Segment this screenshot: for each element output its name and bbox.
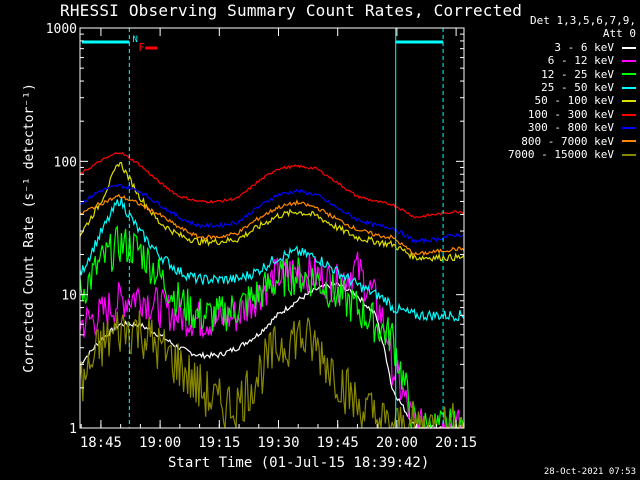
x-tick-label: 18:45 bbox=[80, 435, 122, 451]
plot-frame bbox=[79, 27, 465, 429]
legend-swatch bbox=[622, 140, 636, 143]
legend-swatch bbox=[622, 126, 636, 129]
legend-entry: 800 - 7000 keV bbox=[476, 135, 636, 148]
legend-swatch bbox=[622, 86, 636, 89]
legend-entry: 100 - 300 keV bbox=[476, 108, 636, 121]
series-line-2 bbox=[79, 225, 465, 429]
series-line-4 bbox=[79, 161, 465, 262]
y-tick-label: 100 bbox=[54, 155, 77, 170]
legend-label: 300 - 800 keV bbox=[527, 121, 614, 135]
x-tick-label: 19:15 bbox=[198, 435, 240, 451]
chart-title: RHESSI Observing Summary Count Rates, Co… bbox=[60, 1, 523, 20]
series-line-8 bbox=[79, 310, 464, 429]
series-line-5 bbox=[79, 152, 465, 219]
legend-entry: 6 - 12 keV bbox=[476, 54, 636, 67]
series-line-3 bbox=[79, 197, 465, 322]
legend-label: 7000 - 15000 keV bbox=[508, 148, 614, 162]
legend-swatch bbox=[622, 153, 636, 156]
legend-header-line2: Att 0 bbox=[602, 27, 636, 41]
y-tick-label: 1 bbox=[69, 422, 77, 437]
legend-label: 25 - 50 keV bbox=[541, 81, 614, 95]
legend-label: 800 - 7000 keV bbox=[521, 134, 614, 148]
y-tick-label: 10 bbox=[61, 289, 77, 304]
legend-entry: 50 - 100 keV bbox=[476, 94, 636, 107]
legend-label: 100 - 300 keV bbox=[527, 107, 614, 121]
x-axis-label: Start Time (01-Jul-15 18:39:42) bbox=[168, 455, 430, 471]
legend: Det 1,3,5,6,7,9, Att 0 3 - 6 keV 6 - 12 k… bbox=[476, 14, 636, 161]
n-flag-label: N bbox=[132, 35, 137, 45]
series-line-7 bbox=[79, 193, 465, 257]
timestamp: 28-Oct-2021 07:53 bbox=[543, 467, 636, 477]
legend-entry: 3 - 6 keV bbox=[476, 41, 636, 54]
legend-entry: 300 - 800 keV bbox=[476, 121, 636, 134]
x-tick-label: 19:45 bbox=[317, 435, 359, 451]
legend-swatch bbox=[622, 46, 636, 49]
legend-entry: 12 - 25 keV bbox=[476, 68, 636, 81]
legend-swatch bbox=[622, 59, 636, 62]
legend-label: 3 - 6 keV bbox=[554, 40, 614, 54]
legend-entry: 7000 - 15000 keV bbox=[476, 148, 636, 161]
x-tick-label: 20:00 bbox=[376, 435, 418, 451]
y-tick-label: 1000 bbox=[46, 22, 77, 37]
legend-header-line1: Det 1,3,5,6,7,9, bbox=[530, 14, 636, 27]
legend-label: 12 - 25 keV bbox=[541, 67, 614, 81]
series-line-6 bbox=[79, 183, 465, 245]
f-flag-label: F bbox=[138, 41, 145, 54]
legend-label: 50 - 100 keV bbox=[534, 94, 614, 108]
legend-swatch bbox=[622, 100, 636, 103]
series-line-1 bbox=[79, 251, 465, 429]
x-tick-label: 20:15 bbox=[435, 435, 477, 451]
legend-swatch bbox=[622, 73, 636, 76]
legend-entry: 25 - 50 keV bbox=[476, 81, 636, 94]
legend-swatch bbox=[622, 113, 636, 116]
legend-label: 6 - 12 keV bbox=[547, 54, 614, 68]
series-line-0 bbox=[79, 281, 465, 430]
y-axis-label: Corrected Count Rate (s⁻¹ detector⁻¹) bbox=[22, 83, 37, 373]
x-tick-label: 19:00 bbox=[139, 435, 181, 451]
x-tick-label: 19:30 bbox=[257, 435, 299, 451]
